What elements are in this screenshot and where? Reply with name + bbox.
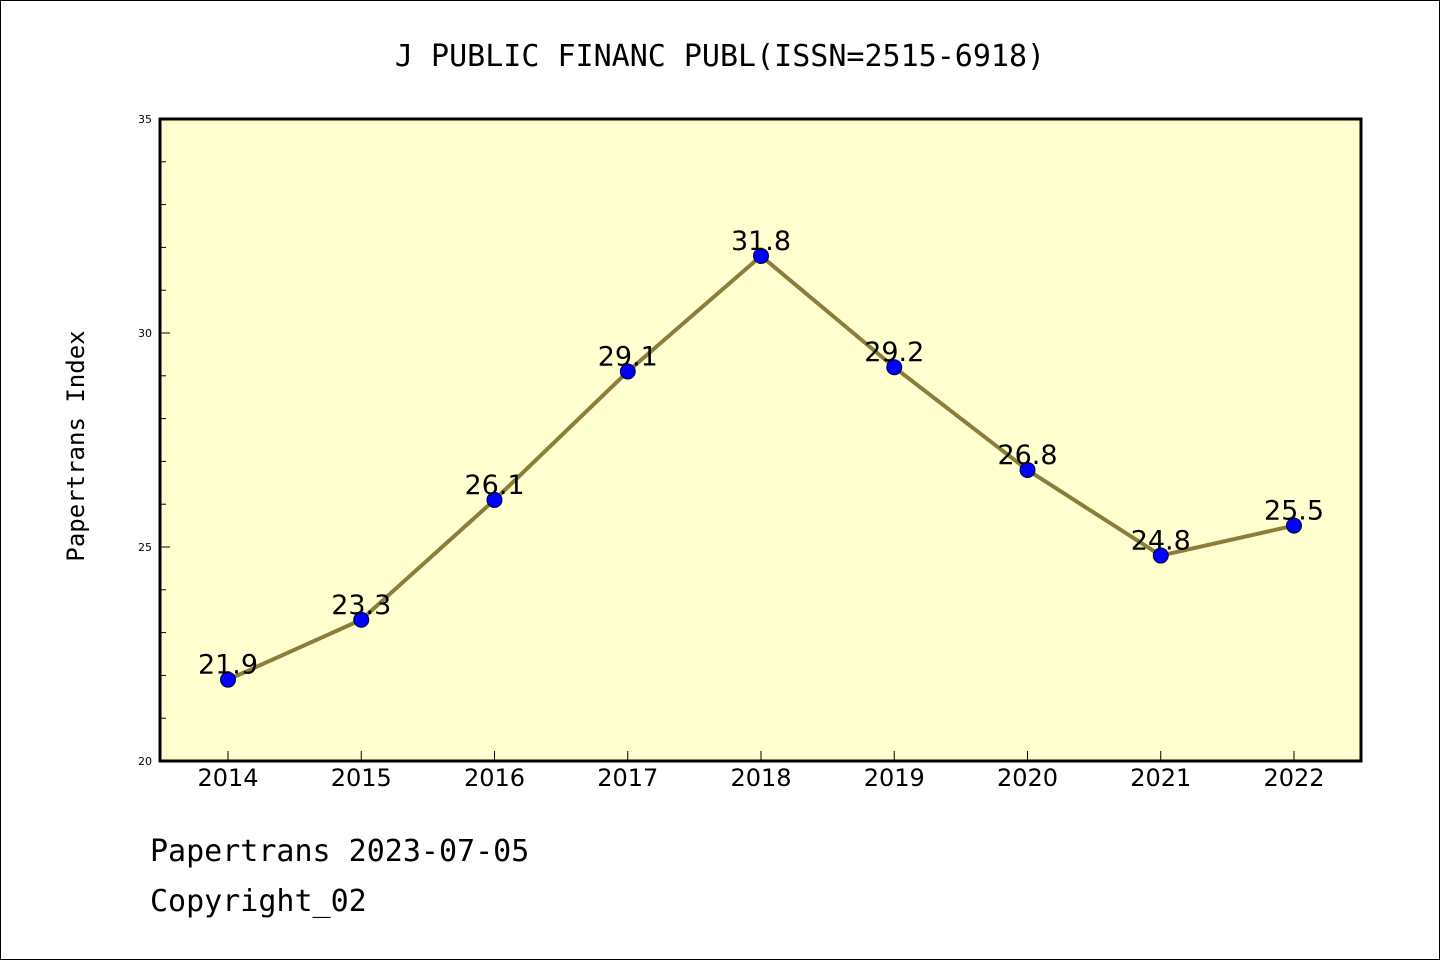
x-tick-label: 2022 xyxy=(1263,764,1324,792)
data-point xyxy=(353,611,370,628)
data-point xyxy=(619,363,636,380)
x-tick-label: 2014 xyxy=(197,764,258,792)
x-tick-label: 2015 xyxy=(331,764,392,792)
x-axis-ticks: 2014 2015 2016 2017 2018 2019 2020 2021 2022 xyxy=(197,751,1325,792)
plot-area xyxy=(160,119,1361,761)
footer-copyright: Copyright_02 xyxy=(150,884,367,919)
y-tick-label: 25 xyxy=(138,541,152,554)
data-label: 26.1 xyxy=(464,470,524,501)
x-tick-label: 2017 xyxy=(597,764,658,792)
data-label: 23.3 xyxy=(331,590,391,621)
data-point xyxy=(1286,517,1302,534)
data-label: 29.2 xyxy=(864,337,924,368)
x-tick-label: 2016 xyxy=(464,764,525,792)
data-label: 29.1 xyxy=(598,342,658,373)
data-point xyxy=(886,359,903,376)
y-axis-label: Papertrans Index xyxy=(62,330,90,561)
chart-title: J PUBLIC FINANC PUBL(ISSN=2515-6918) xyxy=(395,39,1045,74)
data-labels: 21.9 23.3 26.1 29.1 31.8 29.2 26.8 24.8 25.5 xyxy=(198,226,1324,681)
plot-border xyxy=(158,117,1363,763)
data-point xyxy=(220,671,236,688)
y-tick-label: 30 xyxy=(138,327,152,340)
x-tick-label: 2021 xyxy=(1130,764,1191,792)
x-tick-label: 2020 xyxy=(997,764,1058,792)
y-tick-label: 35 xyxy=(138,113,152,126)
data-label: 31.8 xyxy=(731,226,791,257)
y-tick-label: 20 xyxy=(138,755,152,768)
data-point xyxy=(486,491,503,508)
data-point xyxy=(1019,461,1036,478)
data-points xyxy=(220,247,1302,688)
data-point xyxy=(1152,547,1169,564)
data-point xyxy=(753,247,769,264)
data-label: 21.9 xyxy=(198,650,258,681)
data-label: 25.5 xyxy=(1264,496,1324,527)
footer-date: Papertrans 2023-07-05 xyxy=(150,834,530,869)
data-label: 26.8 xyxy=(997,440,1057,471)
x-tick-label: 2019 xyxy=(864,764,925,792)
data-label: 24.8 xyxy=(1131,526,1191,557)
x-tick-label: 2018 xyxy=(730,764,791,792)
